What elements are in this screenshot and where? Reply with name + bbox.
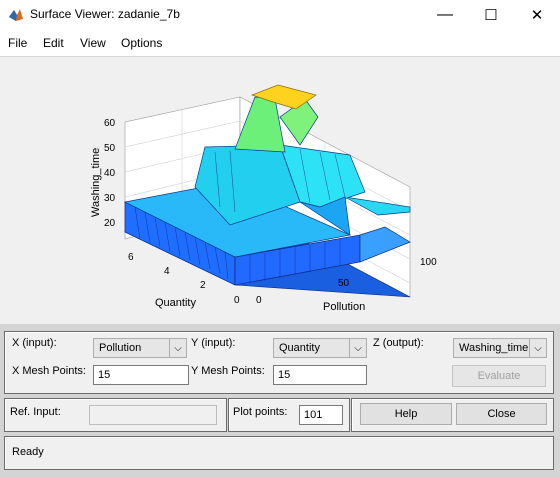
evaluate-button[interactable]: Evaluate [452,365,546,387]
x-mesh-label: X Mesh Points: [12,365,86,377]
maximize-button[interactable]: ☐ [484,7,498,24]
y-axis-label: Quantity [155,297,196,309]
y-input-label: Y (input): [191,337,236,349]
x-input-label: X (input): [12,337,57,349]
z-axis-label: Washing_time [90,148,102,217]
z-tick-label: 50 [104,143,116,154]
ref-input-label: Ref. Input: [10,406,61,418]
surface-plot[interactable]: 60 50 40 30 20 6 4 2 0 0 50 100 Washing_… [0,57,560,324]
y-tick-label: 4 [164,266,170,277]
status-panel: Ready [4,436,554,470]
plot-points-panel: Plot points: 101 [228,398,350,432]
minimize-button[interactable]: — [437,6,453,23]
ref-input-panel: Ref. Input: [4,398,227,432]
menu-file[interactable]: File [8,36,28,50]
z-output-label: Z (output): [373,337,424,349]
menu-edit[interactable]: Edit [43,36,64,50]
z-output-select[interactable]: Washing_time ⌵ [453,338,547,358]
y-tick-label: 6 [128,252,134,263]
close-window-button[interactable]: ✕ [530,7,544,24]
y-input-value: Quantity [279,342,320,354]
title-bar: Surface Viewer: zadanie_7b — ☐ ✕ [0,0,560,30]
menu-view[interactable]: View [80,36,106,50]
z-tick-label: 40 [104,168,116,179]
plot-points-label: Plot points: [233,406,288,418]
y-mesh-input[interactable]: 15 [273,365,367,385]
z-output-value: Washing_time [459,342,529,354]
chevron-down-icon: ⌵ [349,339,366,357]
menu-bar: File Edit View Options [0,30,560,57]
y-tick-label: 2 [200,280,206,291]
y-mesh-label: Y Mesh Points: [191,365,265,377]
x-tick-label: 100 [420,257,437,268]
y-input-select[interactable]: Quantity ⌵ [273,338,367,358]
z-tick-label: 20 [104,218,116,229]
z-tick-label: 30 [104,193,116,204]
action-buttons-panel: Help Close [351,398,554,432]
x-tick-label: 0 [256,295,262,306]
menu-options[interactable]: Options [121,36,163,50]
x-input-value: Pollution [99,342,142,354]
surface-plot-area[interactable]: 60 50 40 30 20 6 4 2 0 0 50 100 Washing_… [0,57,560,324]
chevron-down-icon: ⌵ [529,339,546,357]
help-button[interactable]: Help [360,403,452,425]
input-selection-panel: X (input): Pollution ⌵ Y (input): Quanti… [4,331,554,394]
z-tick-label: 60 [104,118,116,129]
x-tick-label: 50 [338,278,350,289]
plot-points-input[interactable]: 101 [299,405,343,425]
x-input-select[interactable]: Pollution ⌵ [93,338,187,358]
y-tick-label: 0 [234,295,240,306]
close-button[interactable]: Close [456,403,547,425]
chevron-down-icon: ⌵ [169,339,186,357]
status-text: Ready [12,446,44,458]
window-title: Surface Viewer: zadanie_7b [30,7,180,21]
ref-input-field[interactable] [89,405,217,425]
x-mesh-input[interactable]: 15 [93,365,189,385]
matlab-app-icon [9,9,23,21]
x-axis-label: Pollution [323,301,365,313]
